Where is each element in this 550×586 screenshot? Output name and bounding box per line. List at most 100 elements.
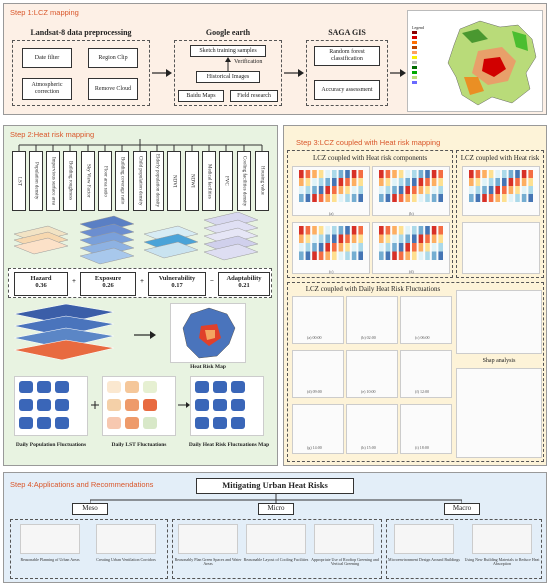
heatrisk-bar-chart-segment	[502, 178, 507, 186]
component-chart-b-segment	[431, 178, 437, 186]
heatrisk-bar-chart-segment	[488, 194, 494, 202]
component-chart-a-segment	[358, 186, 363, 194]
component-chart-d-segment	[379, 243, 384, 252]
component-chart-b-segment	[398, 170, 404, 178]
component-chart-b-segment	[379, 178, 384, 186]
historical-images-box: Historical Images	[196, 71, 260, 83]
arrow-3-icon	[390, 69, 406, 77]
component-chart-c-segment	[318, 226, 324, 235]
component-chart-a-segment	[305, 170, 311, 178]
step3-title: Step 3:LCZ coupled with Heat risk mappin…	[296, 138, 441, 147]
micro-item-2: Reasonable Layout of Cooling Facilities	[243, 557, 309, 562]
component-chart-b-segment	[418, 170, 424, 178]
component-chart-c-segment	[358, 251, 363, 260]
component-chart-c-segment	[345, 234, 350, 243]
component-chart-c-segment	[358, 226, 363, 235]
vulnerability-box: Vulnerability 0.17	[148, 272, 206, 296]
component-chart-c-segment	[325, 243, 330, 252]
component-chart-b-segment	[379, 186, 384, 194]
component-chart-a-bars	[299, 170, 363, 202]
heatrisk-bar-chart-segment	[475, 186, 481, 194]
component-chart-d-segment	[405, 234, 410, 243]
macro-group	[386, 519, 542, 579]
component-chart-b-segment	[398, 194, 404, 202]
component-chart-b-segment	[412, 194, 417, 202]
heat-risk-fluct-image	[190, 376, 264, 436]
heatrisk-bar-chart-segment	[469, 186, 474, 194]
component-chart-c-segment	[351, 243, 357, 252]
indicator-cooling-facilities: Cooling facilities density	[237, 151, 251, 211]
component-chart-d-segment	[412, 251, 417, 260]
indicator-child-population: Child population density	[133, 151, 147, 211]
fluct-label-h: (h) 15:00	[361, 445, 376, 450]
component-chart-a-segment	[332, 194, 337, 202]
component-chart-c-segment	[325, 234, 330, 243]
fluct-tile-d: (d) 09:00	[292, 350, 344, 398]
mitigating-main-box: Mitigating Urban Heat Risks	[196, 478, 354, 494]
component-chart-a-segment	[338, 170, 344, 178]
heatrisk-bar-chart-segment	[528, 186, 533, 194]
component-chart-a-segment	[345, 178, 350, 186]
component-chart-a-segment	[351, 178, 357, 186]
indicator-building-coverage: Building coverage ratio	[115, 151, 129, 211]
component-chart-d-segment	[392, 226, 397, 235]
component-chart-d-segment	[412, 243, 417, 252]
component-chart-a-segment	[312, 194, 317, 202]
component-chart-d-segment	[392, 234, 397, 243]
shap-head: Shap analysis	[482, 358, 516, 364]
micro-illustration-1	[178, 524, 238, 554]
heatrisk-bar-chart-segment	[488, 170, 494, 178]
component-chart-b-segment	[398, 186, 404, 194]
component-chart-a-segment	[325, 178, 330, 186]
arrow-1-icon	[152, 69, 172, 77]
minus-operator: −	[210, 277, 214, 285]
lst-fluct-caption: Daily LST Fluctuations	[111, 442, 167, 448]
random-forest-box: Random forest classification	[314, 46, 380, 66]
component-chart-d-segment	[425, 226, 430, 235]
arrow-to-risk-map-icon	[134, 331, 156, 339]
heatrisk-bar-chart	[462, 166, 540, 216]
component-chart-d-segment	[379, 251, 384, 260]
component-chart-d: (d)	[372, 222, 450, 274]
component-chart-b-segment	[431, 170, 437, 178]
component-chart-b-segment	[412, 170, 417, 178]
heatrisk-bar-chart-segment	[469, 194, 474, 202]
fluct-label-i: (i) 18:00	[415, 445, 429, 450]
meso-item-1: Reasonable Planning of Urban Areas	[20, 557, 80, 562]
heatrisk-bar-chart-segment	[528, 170, 533, 178]
map-legend-title: Legend	[412, 25, 424, 30]
component-chart-c-segment	[338, 251, 344, 260]
plus-connector-1-icon	[91, 401, 99, 409]
indicator-ndwi: NDWI	[185, 151, 199, 211]
indicator-elderly-population: Elderly population density	[150, 151, 164, 211]
component-chart-a-segment	[299, 194, 304, 202]
component-chart-a-segment	[338, 186, 344, 194]
heatrisk-box-chart	[462, 222, 540, 274]
macro-item-1: Microenvironment Design Around Buildings	[388, 557, 460, 562]
component-chart-b-segment	[405, 186, 410, 194]
component-chart-b-segment	[418, 178, 424, 186]
saga-group	[306, 40, 388, 106]
fluct-chart-group	[287, 282, 544, 462]
heatrisk-bar-chart-segment	[528, 178, 533, 186]
heatrisk-bar-chart-segment	[515, 178, 520, 186]
component-chart-b-segment	[438, 170, 443, 178]
indicator-medical-facilities: Medical facilities	[202, 151, 216, 211]
component-chart-a-segment	[345, 170, 350, 178]
component-chart-c-segment	[299, 251, 304, 260]
component-chart-c-segment	[305, 251, 311, 260]
component-chart-c-segment	[345, 226, 350, 235]
vulnerability-weight: 0.17	[171, 282, 183, 290]
heat-risk-map-shape	[182, 307, 236, 359]
meso-box: Meso	[72, 503, 108, 515]
component-chart-d-segment	[431, 243, 437, 252]
heatrisk-bar-chart-segment	[488, 178, 494, 186]
heatrisk-bar-chart-segment	[502, 186, 507, 194]
fluct-tile-g: (g) 14:00	[292, 404, 344, 454]
heatrisk-bar-chart-segment	[508, 170, 514, 178]
component-chart-a-segment	[305, 186, 311, 194]
heat-risk-map-caption: Heat Risk Map	[190, 364, 226, 370]
component-chart-a-segment	[332, 170, 337, 178]
component-chart-a-segment	[358, 194, 363, 202]
arrow-2-icon	[284, 69, 304, 77]
